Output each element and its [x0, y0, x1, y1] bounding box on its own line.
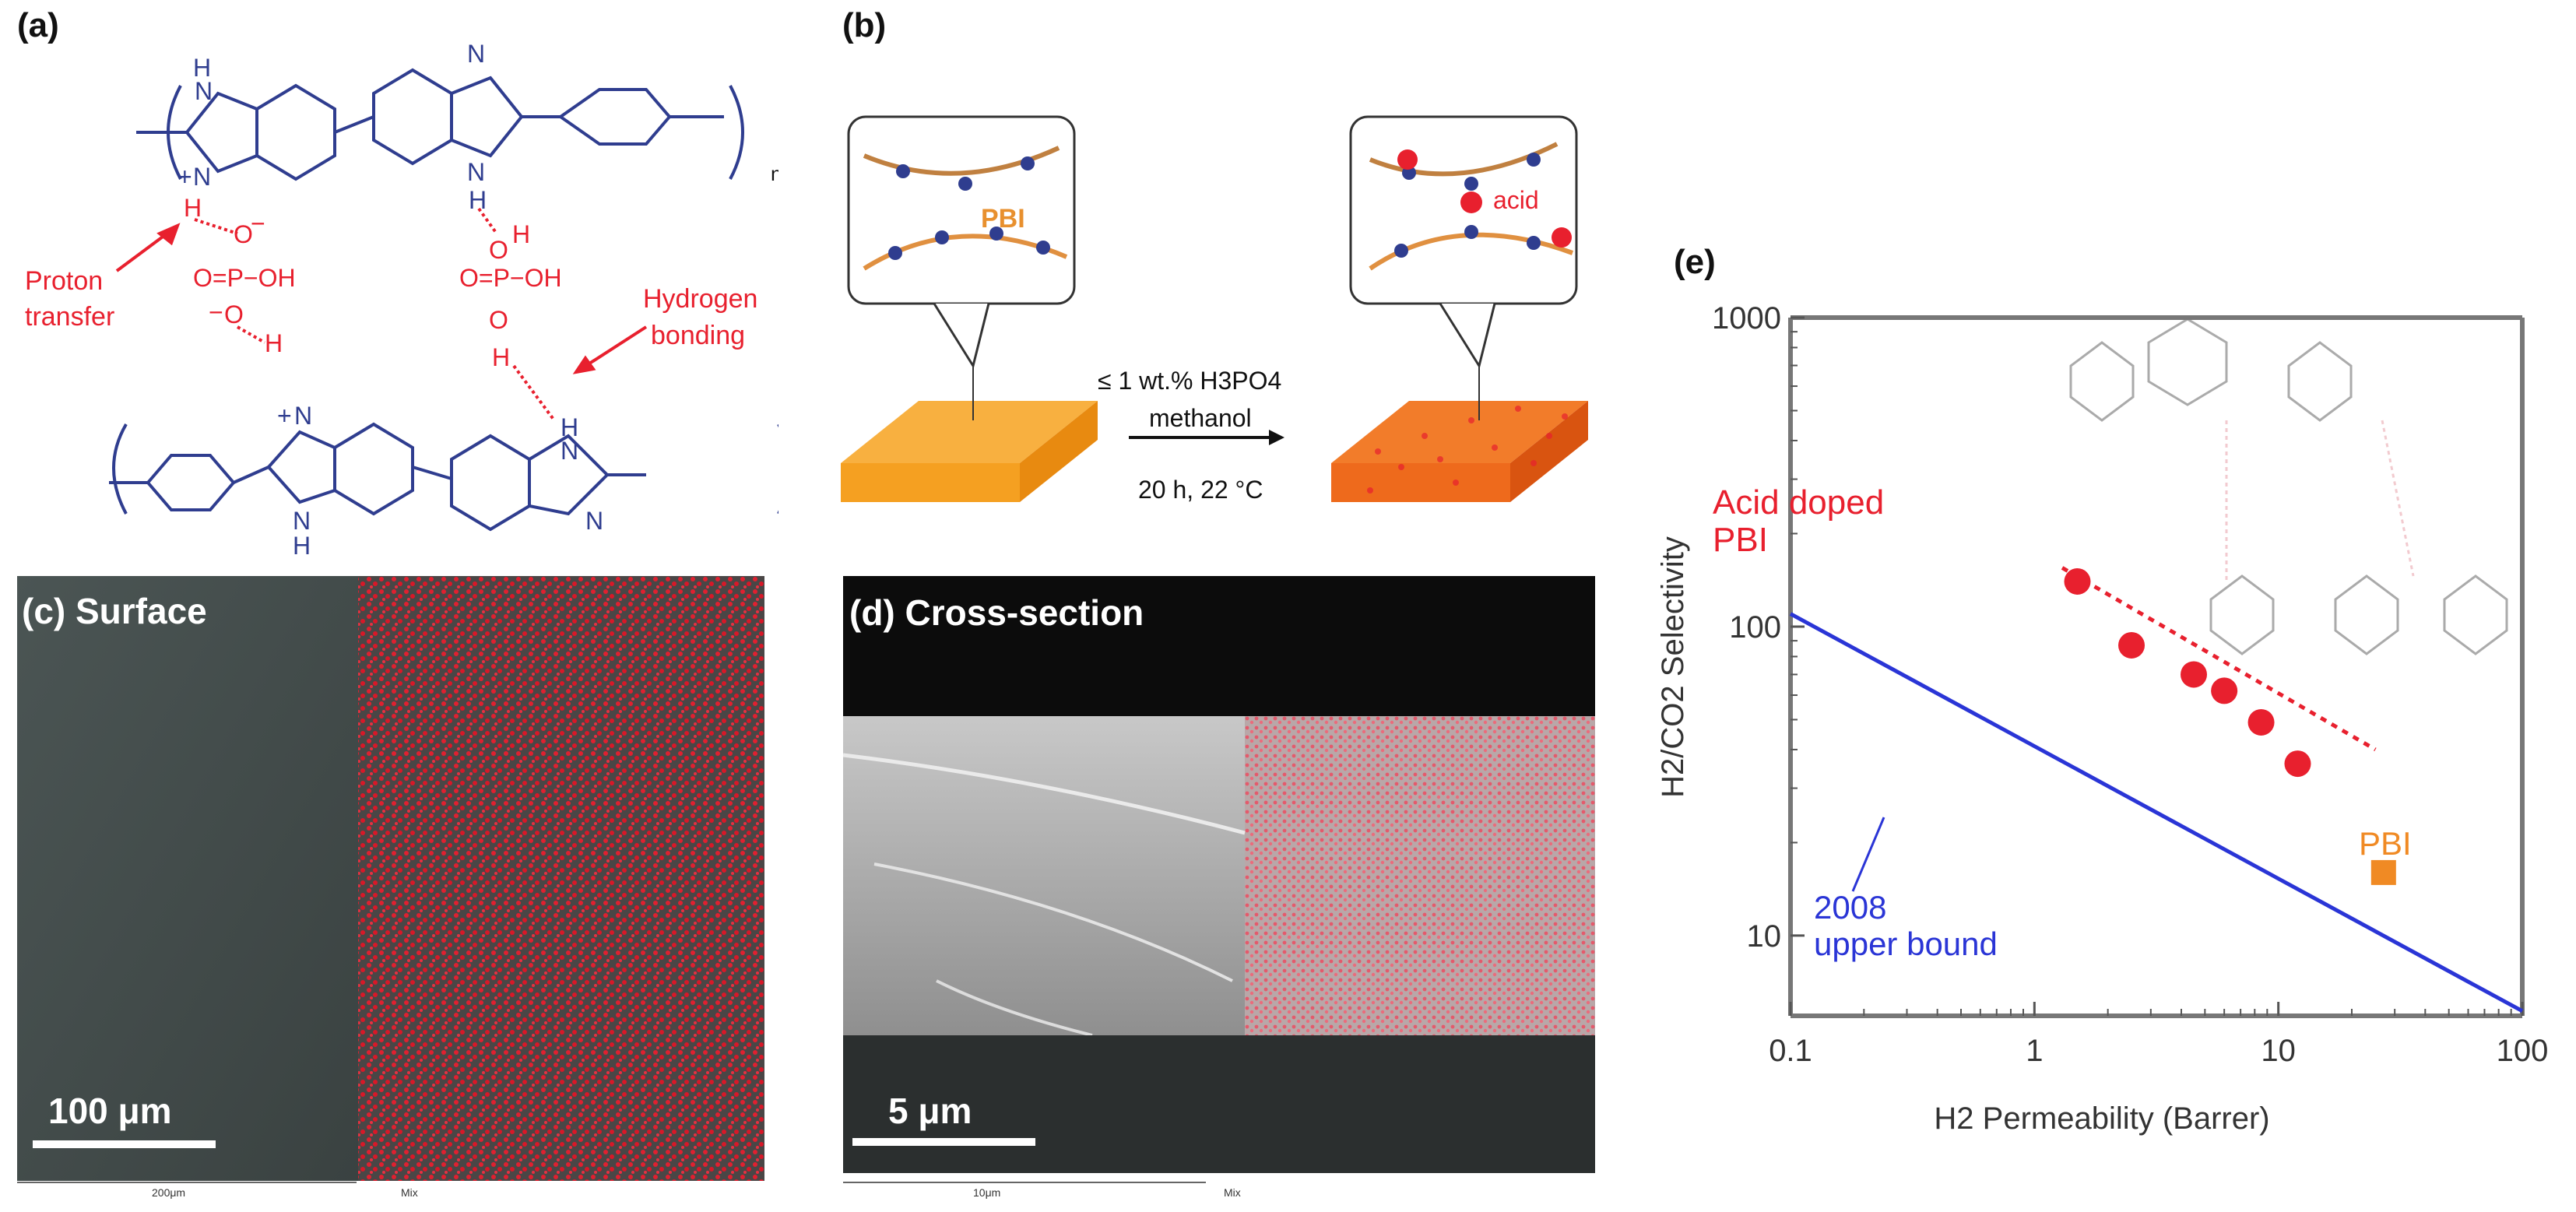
acid-doped-label-line2: PBI [1713, 521, 1768, 559]
svg-text:H: H [492, 343, 510, 371]
svg-text:H: H [184, 194, 202, 222]
svg-text:methanol: methanol [1149, 404, 1252, 432]
svg-text:Hydrogen: Hydrogen [643, 284, 757, 314]
svg-text:H: H [265, 329, 283, 357]
svg-text:bonding: bonding [651, 321, 745, 350]
upper-bound-label-line2: upper bound [1814, 926, 1998, 962]
svg-text:H: H [469, 186, 487, 214]
panel-d-footer-rule [843, 1182, 1206, 1183]
pbi-data-point [2370, 859, 2396, 885]
svg-text:+: + [277, 402, 292, 430]
svg-text:Proton: Proton [25, 266, 103, 296]
upper-bound-label-line1: 2008 [1814, 889, 1886, 926]
svg-text:−: − [251, 209, 265, 237]
acid-doped-data-point [2181, 661, 2208, 688]
y-tick-label: 100 [1729, 610, 1781, 645]
acid-doped-data-point [2118, 631, 2145, 659]
svg-text:≤ 1 wt.% H3PO4: ≤ 1 wt.% H3PO4 [1098, 367, 1281, 395]
acid-callout-label: acid [1493, 186, 1539, 214]
panel-c-footer-mix: Mix [401, 1186, 418, 1199]
panel-b: (b) PBI ≤ 1 wt.% H3PO4 methanol 20 h, 22… [833, 0, 1611, 560]
svg-text:N: N [195, 77, 213, 105]
svg-text:N: N [467, 158, 485, 186]
svg-text:N: N [193, 163, 211, 191]
panel-c-scale-label: 100 μm [48, 1091, 172, 1131]
svg-text:N: N [561, 437, 578, 465]
panel-a: (a) [0, 0, 778, 560]
svg-text:N: N [467, 40, 485, 68]
y-tick-label: 10 [1747, 919, 1782, 954]
panel-d-label: (d) Cross-section [849, 592, 1144, 633]
panel-c-footer-rule [17, 1182, 357, 1183]
panel-d-footer-mix: Mix [1224, 1186, 1241, 1199]
svg-text:20 h, 22 °C: 20 h, 22 °C [1138, 476, 1263, 504]
svg-text:N: N [585, 507, 603, 535]
acid-doped-data-point [2064, 567, 2091, 595]
acid-doped-data-point [2284, 750, 2311, 778]
y-axis-label: H2/CO2 Selectivity [1656, 536, 1690, 798]
panel-c-scale-bar [33, 1140, 216, 1148]
sem-cross-section-image [843, 576, 1595, 1173]
panel-d-scale-bar [852, 1138, 1035, 1146]
upper-bound-pointer [1851, 817, 1885, 892]
svg-text:H: H [293, 532, 311, 560]
panel-e: (e) 0.1 1 10 100 10 100 1000 H2 Permeability (… [1635, 226, 2569, 1160]
panel-d: (d) Cross-section 5 μm [843, 576, 1595, 1173]
pbi-point-label: PBI [2359, 825, 2412, 862]
y-tick-label: 1000 [1712, 301, 1781, 335]
panel-b-label: (b) [842, 6, 887, 44]
x-tick-label: 100 [2497, 1034, 2549, 1068]
svg-text:N: N [294, 402, 312, 430]
svg-text:O=P−OH: O=P−OH [459, 264, 562, 292]
svg-text:N: N [293, 507, 311, 535]
selectivity-permeability-chart: 0.1 1 10 100 10 100 1000 H2 Permeability (Barr… [1656, 301, 2549, 1136]
panel-a-label: (a) [17, 6, 59, 44]
panel-c-footer-scale: 200μm [152, 1186, 186, 1199]
svg-text:H: H [512, 220, 530, 248]
pbi-callout-label: PBI [981, 204, 1025, 234]
svg-text:O: O [489, 236, 508, 264]
x-tick-label: 1 [2026, 1034, 2043, 1068]
x-axis-label: H2 Permeability (Barrer) [1934, 1101, 2269, 1136]
x-tick-label: 10 [2261, 1034, 2296, 1068]
svg-text:H: H [561, 413, 578, 441]
trend-line [2061, 566, 2377, 752]
svg-text:O: O [489, 306, 508, 334]
svg-text:n: n [771, 162, 778, 185]
panel-d-scale-label: 5 μm [888, 1091, 972, 1131]
panel-c-label: (c) Surface [22, 591, 207, 631]
pbi-acid-structure: HN +N N NH +N NH HN N n n H O− O=P−OH O−… [25, 40, 778, 560]
panel-e-label: (e) [1674, 243, 1716, 281]
svg-text:O: O [224, 300, 244, 328]
axes-frame [1791, 315, 2525, 1016]
panel-c: (c) Surface 100 μm [17, 576, 764, 1181]
acid-doped-data-point [2211, 677, 2238, 704]
x-tick-label: 0.1 [1769, 1034, 1812, 1068]
upper-bound-line [1789, 612, 2524, 1014]
svg-text:transfer: transfer [25, 302, 114, 332]
doping-schematic: PBI ≤ 1 wt.% H3PO4 methanol 20 h, 22 °C … [841, 115, 1588, 504]
svg-text:H: H [193, 54, 211, 82]
svg-text:+: + [177, 163, 192, 191]
svg-text:−: − [209, 298, 223, 326]
sem-surface-image [17, 576, 764, 1181]
inset-structure [2069, 318, 2508, 655]
svg-text:O=P−OH: O=P−OH [193, 264, 296, 292]
panel-d-footer-scale: 10μm [973, 1186, 1001, 1199]
acid-doped-label-line1: Acid doped [1713, 483, 1884, 522]
acid-doped-data-point [2247, 708, 2275, 736]
